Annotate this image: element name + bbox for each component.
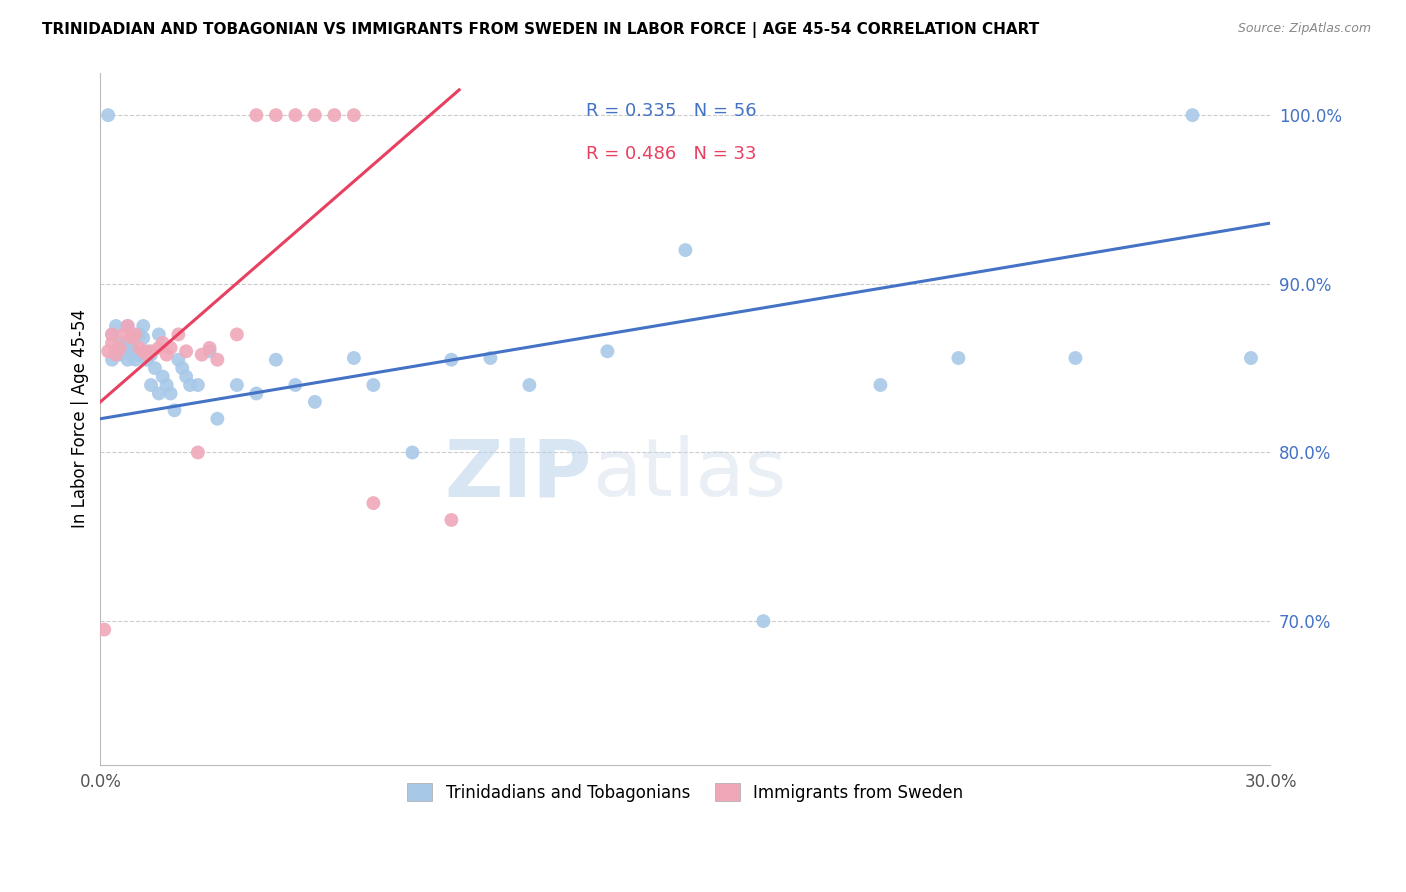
Point (179, 378, 201, 392)
Point (132, 331, 155, 345)
Point (121, 348, 143, 362)
Point (948, 351, 970, 365)
Text: TRINIDADIAN AND TOBAGONIAN VS IMMIGRANTS FROM SWEDEN IN LABOR FORCE | AGE 45-54 : TRINIDADIAN AND TOBAGONIAN VS IMMIGRANTS… (42, 22, 1039, 38)
Point (117, 318, 139, 333)
Point (124, 344, 146, 359)
Point (304, 108, 326, 122)
Point (440, 513, 463, 527)
Point (190, 348, 212, 362)
Point (143, 361, 166, 376)
Legend: Trinidadians and Tobagonians, Immigrants from Sweden: Trinidadians and Tobagonians, Immigrants… (394, 770, 977, 815)
Point (264, 352, 287, 367)
Point (225, 327, 247, 342)
Point (136, 348, 159, 362)
Point (104, 318, 127, 333)
Point (174, 344, 197, 359)
Point (159, 386, 181, 401)
Point (343, 108, 366, 122)
Point (163, 403, 186, 417)
Point (128, 348, 150, 362)
Point (117, 318, 139, 333)
Text: R = 0.486   N = 33: R = 0.486 N = 33 (586, 145, 756, 163)
Point (752, 614, 775, 628)
Point (174, 369, 197, 384)
Point (121, 331, 143, 345)
Point (128, 327, 150, 342)
Point (136, 344, 159, 359)
Point (93, 623, 115, 637)
Point (159, 341, 181, 355)
Point (1240, 351, 1263, 365)
Point (136, 352, 159, 367)
Point (187, 445, 209, 459)
Point (207, 352, 229, 367)
Point (108, 348, 131, 362)
Point (148, 341, 170, 355)
Text: ZIP: ZIP (444, 435, 592, 513)
Point (139, 348, 162, 362)
Point (167, 327, 190, 342)
Point (156, 378, 179, 392)
Point (596, 344, 619, 359)
Point (363, 378, 385, 392)
Point (112, 341, 135, 355)
Point (112, 344, 135, 359)
Point (97, 108, 120, 122)
Point (139, 344, 162, 359)
Point (284, 378, 307, 392)
Point (304, 395, 326, 409)
Point (207, 411, 229, 425)
Point (101, 327, 124, 342)
Point (343, 351, 366, 365)
Point (1181, 108, 1204, 122)
Point (167, 352, 190, 367)
Point (440, 352, 463, 367)
Point (121, 335, 143, 350)
Point (172, 361, 194, 376)
Point (479, 351, 502, 365)
Point (363, 496, 385, 510)
Point (401, 445, 423, 459)
Point (156, 348, 179, 362)
Point (132, 318, 155, 333)
Point (124, 352, 146, 367)
Y-axis label: In Labor Force | Age 45-54: In Labor Force | Age 45-54 (72, 310, 89, 528)
Point (148, 327, 170, 342)
Point (101, 327, 124, 342)
Point (673, 243, 696, 257)
Point (101, 335, 124, 350)
Point (132, 344, 155, 359)
Point (264, 108, 287, 122)
Text: atlas: atlas (592, 435, 786, 513)
Point (108, 335, 131, 350)
Point (97, 344, 120, 359)
Point (117, 352, 139, 367)
Point (128, 341, 150, 355)
Point (104, 344, 127, 359)
Point (198, 344, 221, 359)
Point (187, 378, 209, 392)
Text: R = 0.335   N = 56: R = 0.335 N = 56 (586, 102, 756, 120)
Point (245, 108, 267, 122)
Point (869, 378, 891, 392)
Point (245, 386, 267, 401)
Point (284, 108, 307, 122)
Point (152, 369, 174, 384)
Point (1064, 351, 1087, 365)
Point (101, 352, 124, 367)
Point (198, 341, 221, 355)
Point (323, 108, 346, 122)
Point (152, 335, 174, 350)
Point (112, 327, 135, 342)
Point (139, 378, 162, 392)
Point (104, 348, 127, 362)
Point (124, 327, 146, 342)
Point (148, 386, 170, 401)
Point (519, 378, 541, 392)
Text: Source: ZipAtlas.com: Source: ZipAtlas.com (1237, 22, 1371, 36)
Point (108, 341, 131, 355)
Point (225, 378, 247, 392)
